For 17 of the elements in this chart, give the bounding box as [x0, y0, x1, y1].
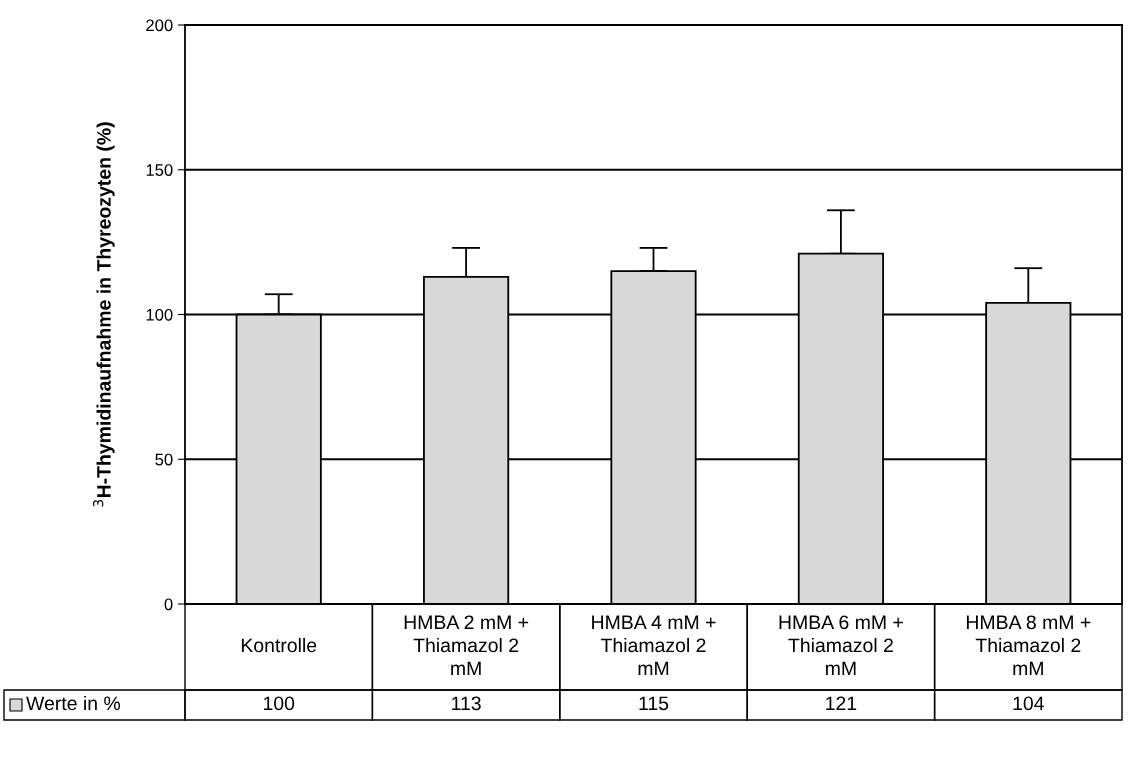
y-tick-label: 100: [146, 308, 173, 321]
y-tick-label: 150: [146, 164, 173, 176]
y-tick-label: 50: [155, 453, 173, 466]
x-tick-label: HMBA 8 mM + Thiamazol 2 mM: [966, 615, 1091, 676]
data-label: 100: [263, 696, 295, 711]
y-tick-label: 200: [146, 19, 173, 32]
data-label: 121: [826, 696, 857, 711]
x-tick-label: HMBA 4 mM + Thiamazol 2 mM: [592, 615, 716, 676]
data-label: 113: [452, 696, 481, 711]
x-tick-label: HMBA 6 mM + Thiamazol 2 mM: [779, 615, 903, 676]
data-label: 115: [639, 696, 669, 711]
data-label: 104: [1013, 696, 1044, 711]
y-axis-title: $^{3}$H-Thymidinaufnahme in Thyreozyten (%): [93, 122, 115, 507]
x-tick-label: Kontrolle: [241, 637, 317, 653]
x-tick-label: HMBA 2 mM + Thiamazol 2 mM: [404, 615, 529, 676]
y-tick-label: 0: [164, 598, 173, 611]
legend-label: Werte in %: [26, 695, 121, 711]
